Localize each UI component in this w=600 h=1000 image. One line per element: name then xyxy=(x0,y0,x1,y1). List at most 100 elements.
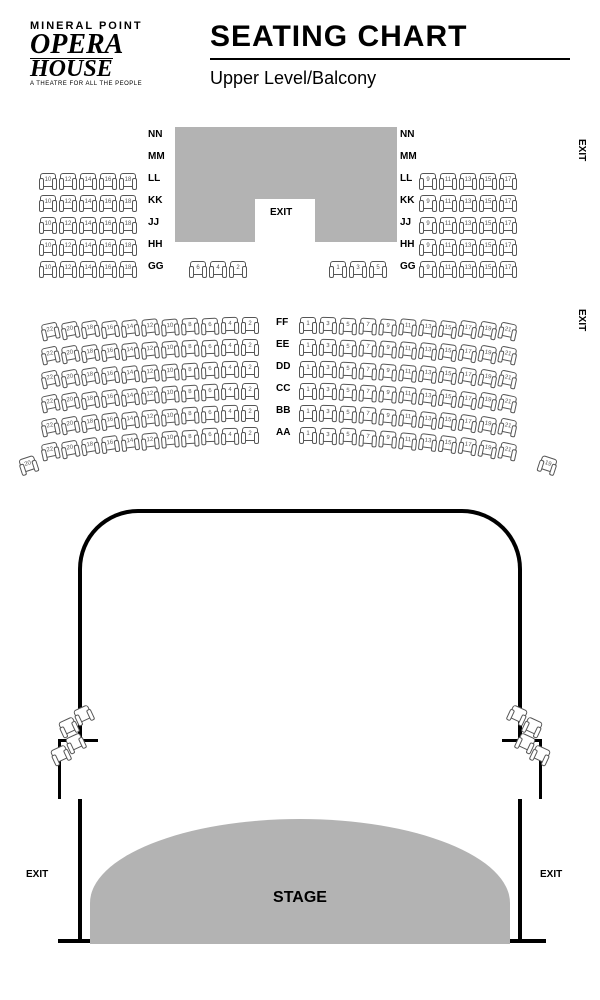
seat: 16 xyxy=(101,343,119,359)
seat: 15 xyxy=(439,389,457,405)
seat: 5 xyxy=(340,339,357,354)
seat: 14 xyxy=(121,433,139,449)
seat: 17 xyxy=(459,390,477,406)
seat: 7 xyxy=(360,384,377,399)
seat: 14 xyxy=(80,195,96,209)
row-label: LL xyxy=(400,173,412,184)
seat: 14 xyxy=(80,217,96,231)
seat: 9 xyxy=(420,195,436,209)
row-label: MM xyxy=(400,151,417,162)
seat: 9 xyxy=(379,385,396,400)
exit-label: EXIT xyxy=(26,869,48,880)
seat: 4 xyxy=(222,361,238,375)
seat: 17 xyxy=(500,239,516,253)
seat: 12 xyxy=(141,432,158,448)
seat: 4 xyxy=(222,383,238,397)
seat: 3 xyxy=(320,405,336,419)
seat: 10 xyxy=(161,318,178,333)
seat: 10 xyxy=(161,430,178,445)
seat: 20 xyxy=(61,392,79,409)
seat: 17 xyxy=(459,437,477,453)
logo-line3: HOUSE xyxy=(30,58,113,81)
exit-label: EXIT xyxy=(270,207,292,218)
seat: 1 xyxy=(300,383,316,397)
seat: 15 xyxy=(439,412,457,428)
row-label: HH xyxy=(400,239,414,250)
seat: 12 xyxy=(141,364,158,380)
seat: 18 xyxy=(81,367,99,383)
seat: 2 xyxy=(242,405,258,419)
seat: 12 xyxy=(141,386,158,402)
seat: 9 xyxy=(379,408,396,423)
seat: 3 xyxy=(320,427,336,441)
seat: 12 xyxy=(141,341,158,357)
seat: 4 xyxy=(222,405,238,419)
seat: 3 xyxy=(350,261,366,275)
seat: 1 xyxy=(300,405,316,419)
seat: 6 xyxy=(202,384,219,399)
row-label: BB xyxy=(276,405,290,416)
seat: 9 xyxy=(420,261,436,275)
seat: 20 xyxy=(61,368,79,385)
exit-label: EXIT xyxy=(576,309,587,331)
seat: 12 xyxy=(141,318,158,334)
seat: 9 xyxy=(379,318,396,333)
seat: 16 xyxy=(100,217,116,231)
seat: 6 xyxy=(202,406,219,421)
row-label: EE xyxy=(276,339,289,350)
seat: 7 xyxy=(360,429,377,444)
seat xyxy=(523,716,543,735)
row-label: AA xyxy=(276,427,290,438)
seat: 22 xyxy=(41,441,60,458)
seat: 5 xyxy=(340,384,357,399)
seat: 4 xyxy=(222,339,238,353)
seat: 17 xyxy=(500,173,516,187)
seat: 8 xyxy=(182,384,199,399)
row-label: KK xyxy=(400,195,414,206)
seat: 2 xyxy=(242,339,258,353)
subtitle: Upper Level/Balcony xyxy=(210,68,570,89)
seat: 15 xyxy=(480,173,496,187)
seat: 1 xyxy=(300,317,316,331)
seat: 11 xyxy=(399,364,416,380)
seat: 10 xyxy=(40,261,56,275)
seat: 5 xyxy=(340,362,357,377)
seat: 20 xyxy=(61,416,79,433)
seat: 20 xyxy=(61,321,79,338)
seat: 21 xyxy=(499,393,518,410)
seat: 12 xyxy=(60,173,76,187)
seat: 17 xyxy=(500,261,516,275)
seat: 12 xyxy=(60,195,76,209)
seat: 6 xyxy=(190,261,206,275)
seat: 8 xyxy=(182,429,199,444)
seat: 10 xyxy=(40,195,56,209)
seat: 9 xyxy=(420,239,436,253)
seat: 15 xyxy=(439,343,457,359)
title-block: SEATING CHART Upper Level/Balcony xyxy=(210,20,570,89)
seat: 1 xyxy=(300,427,316,441)
seat: 12 xyxy=(141,409,158,425)
seat: 18 xyxy=(120,239,136,253)
seat: 14 xyxy=(80,239,96,253)
seat: 20 xyxy=(61,439,79,456)
seat: 4 xyxy=(210,261,226,275)
seat: 8 xyxy=(182,317,199,332)
seat: 18 xyxy=(120,195,136,209)
seat: 12 xyxy=(60,261,76,275)
seat: 11 xyxy=(399,386,416,402)
seat: 21 xyxy=(499,345,518,362)
seat: 15 xyxy=(480,195,496,209)
seat: 11 xyxy=(440,261,456,275)
seat: 2 xyxy=(242,317,258,331)
seat: 7 xyxy=(360,317,377,332)
seat: 11 xyxy=(399,318,416,334)
seat: 14 xyxy=(80,173,96,187)
row-label: DD xyxy=(276,361,290,372)
seat: 10 xyxy=(161,408,178,423)
seat: 10 xyxy=(161,363,178,378)
row-label: MM xyxy=(148,151,165,162)
seat: 2 xyxy=(242,383,258,397)
seat: 21 xyxy=(499,417,518,434)
seat: 11 xyxy=(399,341,416,357)
seat: 13 xyxy=(419,433,437,449)
